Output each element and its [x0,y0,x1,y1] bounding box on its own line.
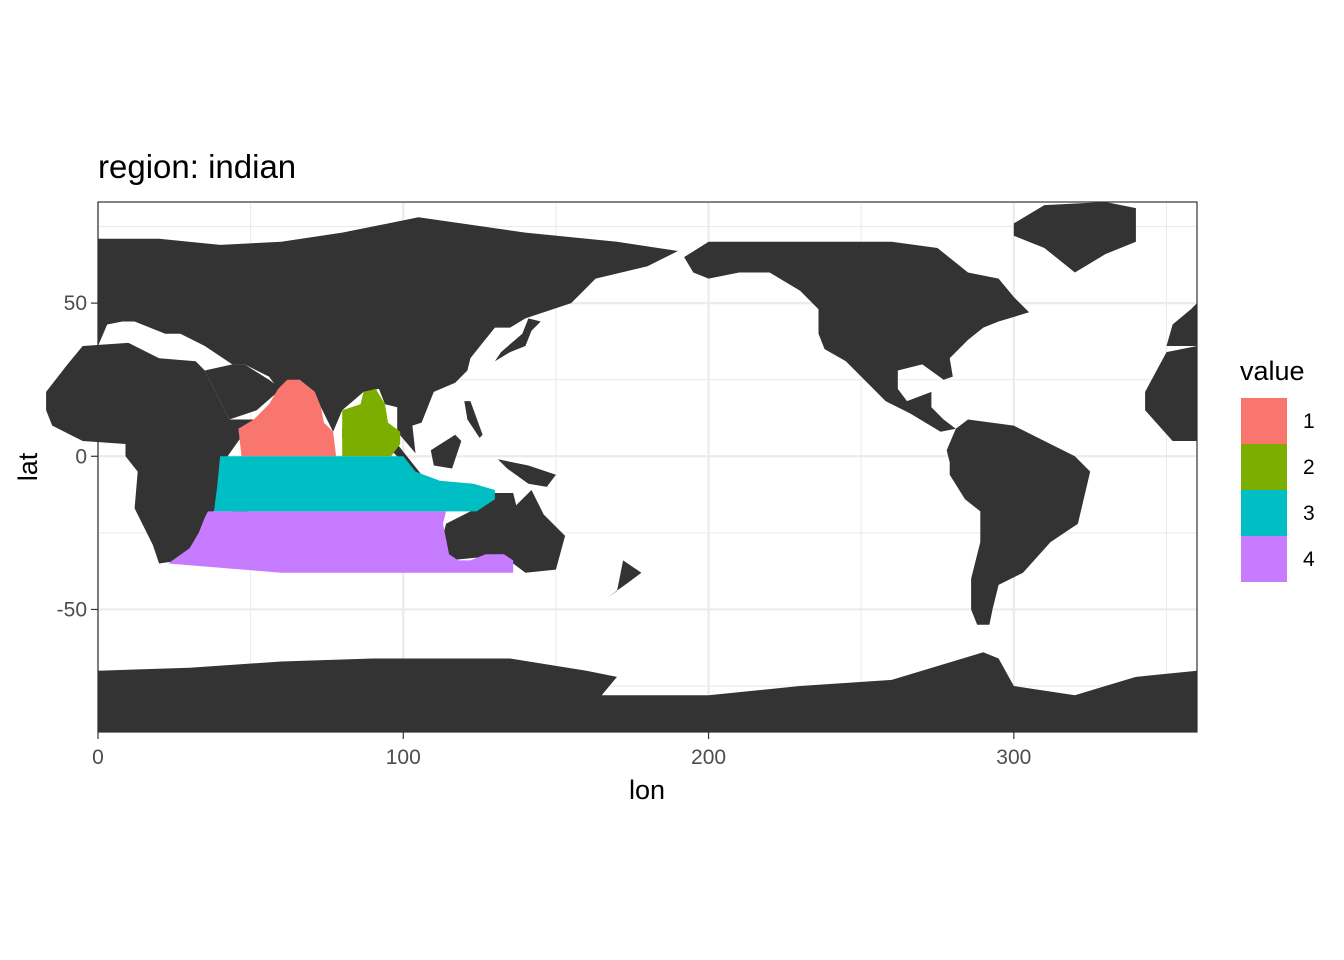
x-tick-label: 100 [386,746,421,769]
region-value-4 [168,511,514,573]
region-value-2 [342,388,401,457]
land-new-zealand [607,560,642,598]
legend-label-4: 4 [1303,548,1315,571]
land-mass-layer [46,202,1197,732]
land-greenland [1013,202,1136,273]
land-antarctica [98,652,1197,732]
land-new-guinea [497,459,556,487]
x-axis-title: lon [629,775,665,805]
legend-key-3 [1241,490,1287,536]
legend-key-2 [1241,444,1287,490]
legend-title: value [1240,356,1305,386]
land-north-america [684,241,1030,432]
panel-border [97,201,1198,733]
legend: value 1 2 3 4 [1240,356,1315,582]
land-borneo [430,434,462,469]
land-eurasia [98,217,678,454]
y-tick-label: 0 [75,445,87,468]
land-south-america [946,419,1091,625]
legend-keys: 1 2 3 4 [1241,398,1315,582]
y-tick-label: 50 [64,292,87,315]
ocean-region-layer [168,379,514,573]
legend-label-2: 2 [1303,456,1315,479]
axes: 0 100 200 300 -50 0 50 [57,292,1032,769]
land-west-africa [1145,346,1197,441]
legend-label-1: 1 [1303,410,1315,433]
region-value-3 [214,456,495,512]
land-japan [494,318,541,362]
x-tick-label: 0 [92,746,104,769]
legend-label-3: 3 [1303,502,1315,525]
x-tick-label: 300 [996,746,1031,769]
plot-title: region: indian [98,148,296,185]
y-axis-title: lat [13,452,43,481]
legend-key-1 [1241,398,1287,444]
land-arabia [204,364,282,420]
x-tick-label: 200 [691,746,726,769]
land-europe-west [1166,303,1197,346]
y-tick-label: -50 [57,598,87,621]
land-philippines [464,401,483,438]
legend-key-4 [1241,536,1287,582]
land-sumatra [388,441,422,475]
region-value-1 [238,379,337,457]
